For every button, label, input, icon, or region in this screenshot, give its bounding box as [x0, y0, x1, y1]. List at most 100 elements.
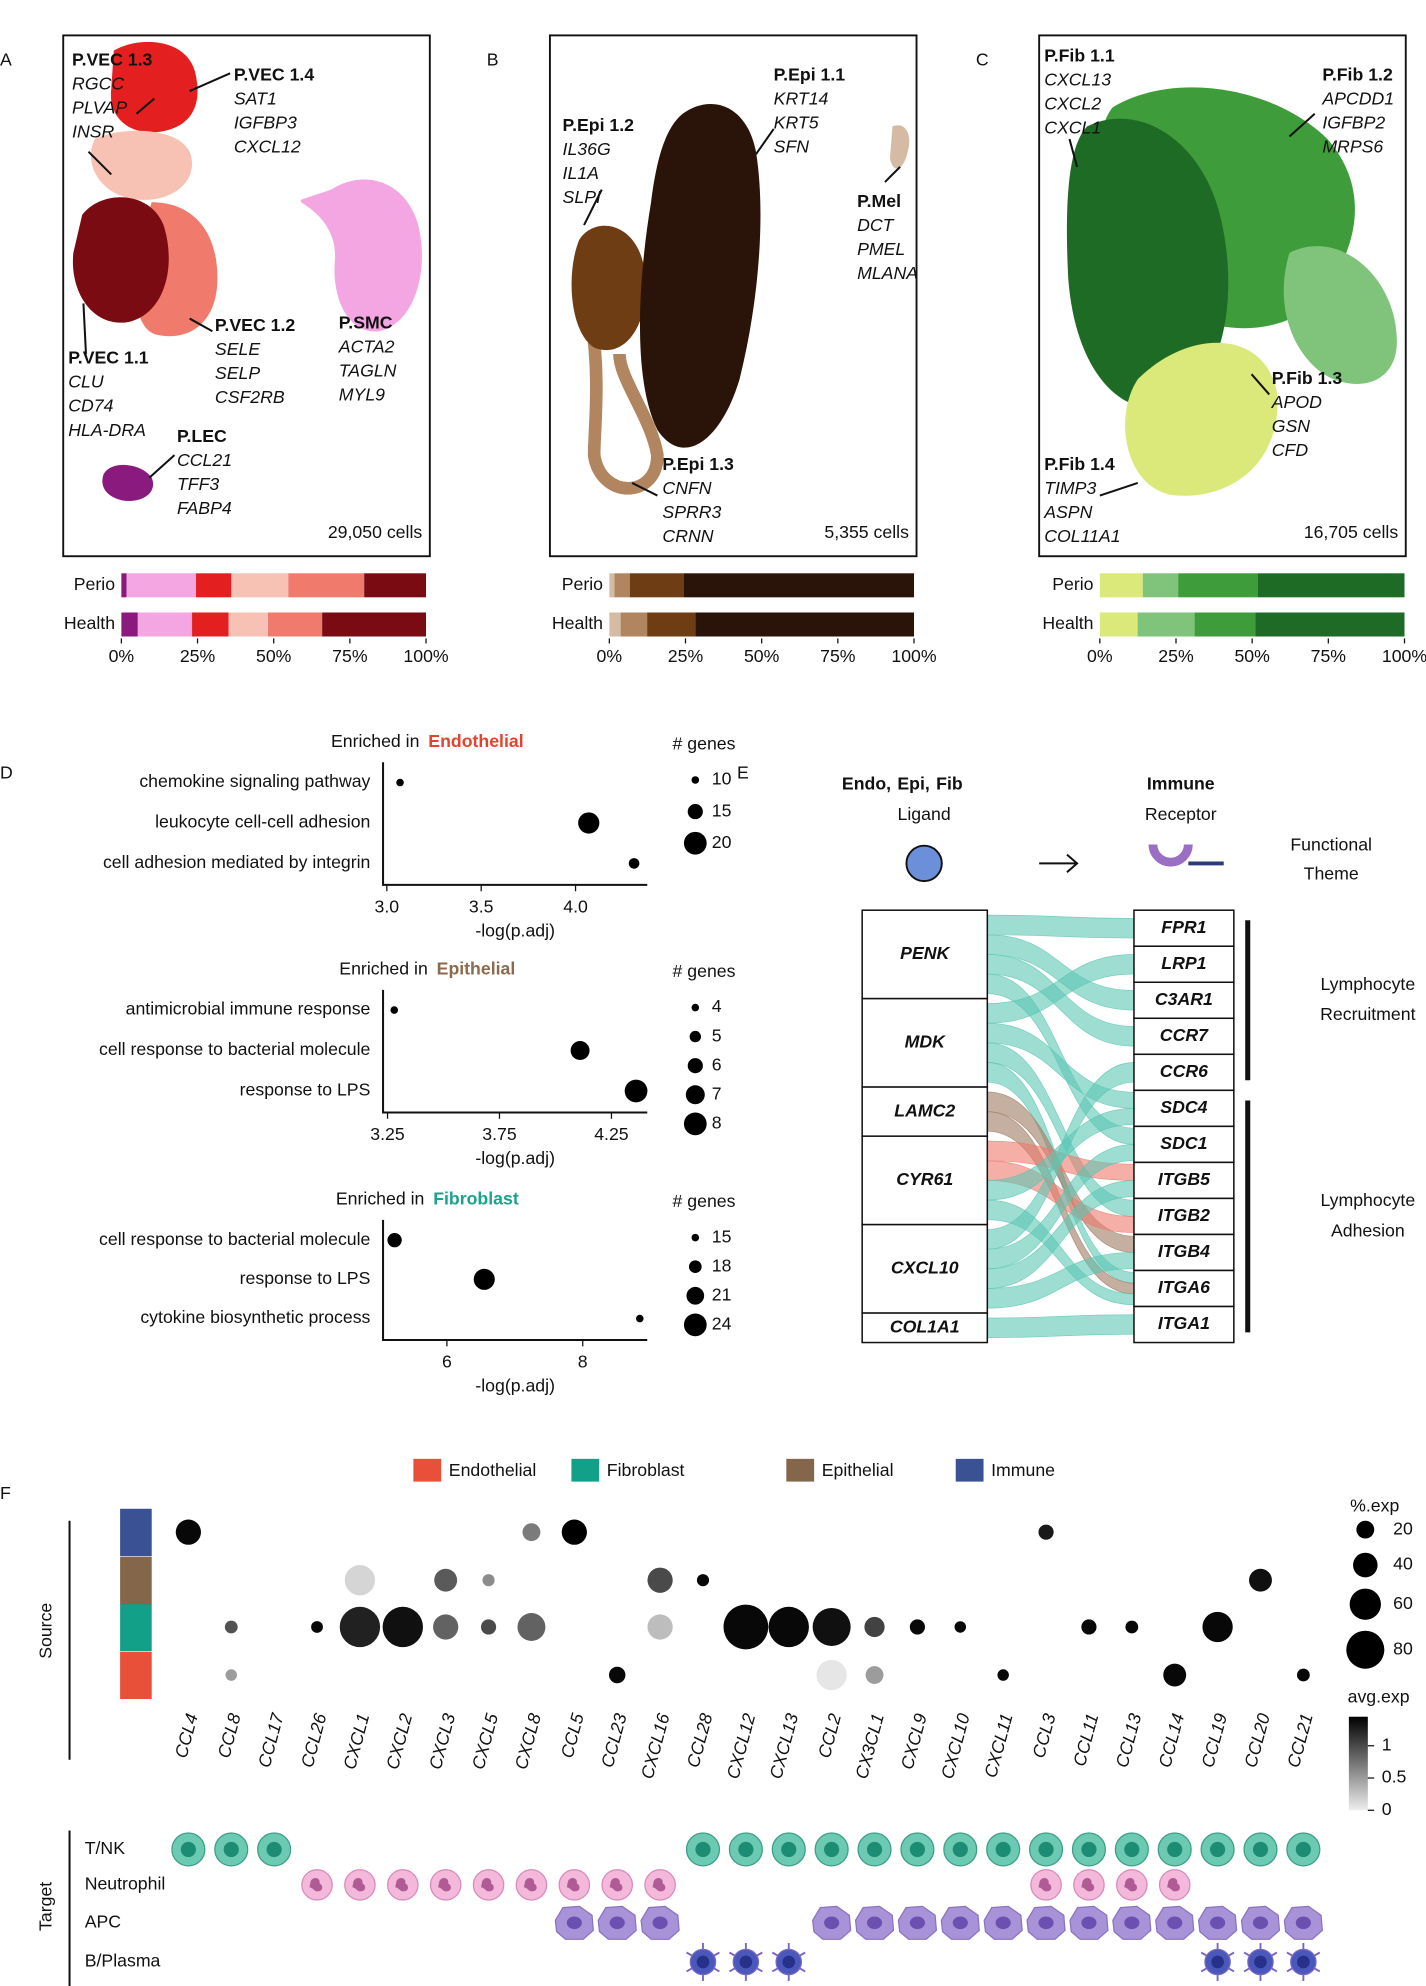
gene-label: CXCL10 — [937, 1711, 974, 1781]
receptor-box — [1133, 945, 1235, 984]
gene-label: CXCL3 — [425, 1711, 459, 1771]
ligand-label: COL1A1 — [890, 1316, 960, 1336]
theme-header: Functional — [1290, 834, 1372, 854]
icon-part — [866, 1841, 883, 1858]
cell-icon — [940, 1905, 980, 1940]
cluster-name: P.VEC 1.1 — [68, 348, 148, 368]
legend-label: Immune — [991, 1460, 1055, 1480]
x-tick-label: 4.0 — [563, 896, 588, 916]
cell-icon — [728, 1832, 763, 1867]
cell-icon — [814, 1832, 849, 1867]
cell-icon — [257, 1832, 292, 1867]
dot — [225, 1669, 237, 1681]
cluster-gene: CXCL1 — [1044, 118, 1101, 138]
bar-segment — [1255, 612, 1405, 637]
cell-icon — [1071, 1832, 1107, 1867]
x-tick-label: 25% — [668, 646, 704, 666]
icon-part — [180, 1841, 196, 1858]
icon-part — [1252, 1916, 1269, 1930]
cell-icon — [554, 1905, 594, 1940]
legend-label: Endothelial — [449, 1460, 537, 1480]
dot — [561, 1519, 587, 1545]
legend-dot — [686, 1286, 705, 1305]
term-label: leukocyte cell-cell adhesion — [155, 812, 370, 832]
cell-icon — [640, 1905, 680, 1940]
legend-label: 8 — [712, 1113, 722, 1133]
cell-icon — [1116, 1869, 1148, 1901]
x-tick-label: 3.75 — [482, 1124, 517, 1144]
legend-dot — [691, 1003, 700, 1012]
bar-segment — [614, 573, 630, 598]
bar-segment — [1257, 573, 1405, 598]
cluster-shape — [102, 464, 154, 501]
gene-label: CCL3 — [1028, 1711, 1059, 1760]
bar-segment — [1142, 573, 1179, 598]
cluster-gene: IGFBP3 — [234, 113, 297, 133]
colorbar — [1348, 1716, 1368, 1811]
cluster-gene: PLVAP — [72, 97, 127, 117]
dot — [816, 1659, 847, 1691]
dot — [1296, 1668, 1310, 1682]
dot — [647, 1567, 673, 1593]
title-highlight: Endothelial — [428, 731, 523, 751]
cluster-name: P.Fib 1.4 — [1044, 454, 1115, 474]
receptor-label: LRP1 — [1161, 953, 1206, 973]
cell-icon — [1073, 1869, 1105, 1901]
panel-title: Enriched in Fibroblast — [336, 1188, 519, 1208]
point — [578, 812, 600, 834]
dot — [768, 1606, 809, 1648]
bar-segment — [1194, 612, 1256, 637]
gene-label: CXCL9 — [897, 1711, 931, 1771]
source-group: Endo, — [842, 774, 891, 794]
receptor-label: ITGA1 — [1158, 1313, 1210, 1333]
icon-part — [696, 1955, 710, 1969]
cell-icon — [986, 1832, 1021, 1867]
legend-label: 5 — [712, 1025, 722, 1045]
cell-icon — [558, 1869, 591, 1901]
bar-segment — [364, 573, 427, 598]
cluster-gene: MRPS6 — [1322, 137, 1383, 157]
title-text: Enriched in — [339, 958, 428, 978]
icon-part — [609, 1877, 623, 1892]
target-label: T/NK — [85, 1838, 125, 1858]
bar-segment — [647, 612, 696, 637]
cell-icon — [1243, 1943, 1278, 1981]
receptor-box — [1133, 1197, 1235, 1236]
point — [624, 1079, 648, 1103]
legend-swatch — [786, 1458, 815, 1482]
cell-icon — [1243, 1832, 1278, 1867]
cell-icon — [429, 1869, 462, 1901]
row-label: Perio — [562, 574, 603, 594]
cell-icon — [515, 1869, 548, 1901]
cluster-gene: APCDD1 — [1321, 89, 1394, 109]
umap-c — [1038, 34, 1407, 558]
dot — [434, 1568, 458, 1592]
gene-label: CXCL13 — [766, 1711, 803, 1781]
dot — [480, 1619, 497, 1635]
row-label: Health — [1042, 613, 1093, 633]
legend-swatch — [413, 1458, 442, 1482]
cluster-gene: APOD — [1271, 392, 1322, 412]
cluster-shape — [639, 103, 761, 448]
cluster-gene: CCL21 — [177, 450, 232, 470]
bar-segment — [228, 612, 268, 637]
gene-label: CCL28 — [683, 1711, 717, 1770]
icon-part — [1081, 1877, 1095, 1892]
cluster-name: P.VEC 1.4 — [234, 65, 314, 85]
gene-label: CXCL5 — [468, 1711, 502, 1771]
cell-icon — [897, 1905, 938, 1940]
bar-segment — [137, 612, 193, 637]
axis — [382, 762, 648, 886]
cluster-shape — [110, 41, 198, 133]
cluster-gene: IL36G — [563, 139, 611, 159]
receptor-label: SDC4 — [1160, 1097, 1207, 1117]
cluster-gene: HLA-DRA — [68, 420, 146, 440]
receptor-label: ITGB2 — [1158, 1205, 1210, 1225]
gene-label: CX3CL1 — [851, 1711, 888, 1781]
legend-swatch — [571, 1458, 600, 1482]
bar-segment — [267, 612, 323, 637]
bar-segment — [288, 573, 365, 598]
cluster-gene: ASPN — [1043, 502, 1092, 522]
dot — [723, 1604, 769, 1650]
ligand-icon — [905, 844, 943, 883]
